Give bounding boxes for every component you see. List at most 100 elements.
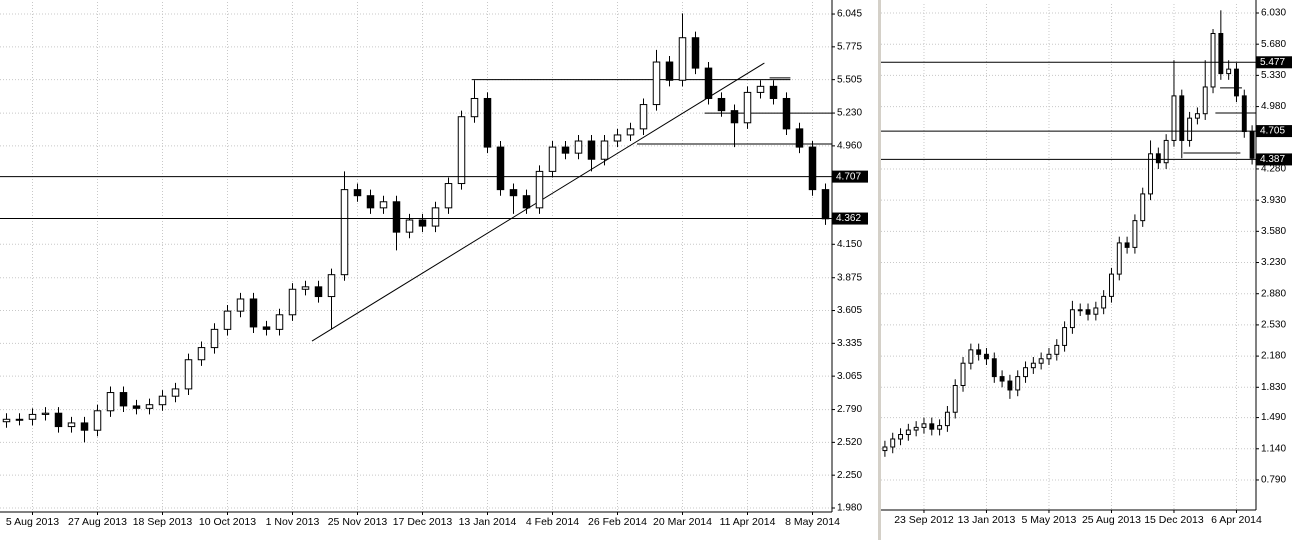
candle-body <box>1202 86 1208 115</box>
candle-body <box>1226 68 1232 75</box>
candle-body <box>952 385 958 413</box>
candle-body <box>1069 309 1075 329</box>
candle-body <box>1249 131 1255 159</box>
candle-body <box>1241 95 1247 133</box>
candle-body <box>968 349 974 364</box>
candle-body <box>1077 309 1083 312</box>
candle-body <box>1187 117 1193 141</box>
candle-body <box>795 128 804 148</box>
price-label: 4.707 <box>836 171 861 182</box>
x-tick-label: 18 Sep 2013 <box>133 516 193 528</box>
candle-body <box>756 85 765 93</box>
candle-body <box>960 362 966 387</box>
x-tick-label: 5 May 2013 <box>1022 514 1077 526</box>
candle-body <box>301 286 310 290</box>
x-tick-label: 20 Mar 2014 <box>653 516 712 528</box>
candle-body <box>1194 113 1200 119</box>
candle-body <box>1109 273 1114 297</box>
candle-body <box>54 412 63 428</box>
candle-body <box>93 410 102 431</box>
x-tick-label: 27 Aug 2013 <box>68 516 127 528</box>
candle-body <box>236 298 245 312</box>
candle-body <box>1062 327 1068 346</box>
y-tick-label: 5.505 <box>837 74 862 85</box>
candle-body <box>613 134 622 142</box>
candle-body <box>2 418 11 423</box>
candle-body <box>808 146 817 191</box>
x-tick-label: 25 Aug 2013 <box>1082 514 1141 526</box>
candle-body <box>509 189 518 197</box>
candle-body <box>704 67 713 99</box>
y-tick-label: 3.605 <box>837 305 862 316</box>
panel-separator <box>878 0 881 540</box>
candle-body <box>1163 139 1169 164</box>
candle-body <box>1132 220 1138 248</box>
y-tick-label: 2.520 <box>837 437 862 448</box>
candle-body <box>535 170 544 209</box>
x-tick-label: 4 Feb 2014 <box>526 516 579 528</box>
price-label: 5.477 <box>1260 57 1285 68</box>
price-label-box <box>832 170 868 183</box>
y-tick-label: 1.980 <box>837 503 862 514</box>
x-tick-label: 5 Aug 2013 <box>6 516 59 528</box>
y-tick-label: 2.180 <box>1261 351 1286 362</box>
candle-body <box>976 349 982 355</box>
candle-body <box>106 392 115 412</box>
y-tick-label: 4.280 <box>1261 164 1286 175</box>
candle-body <box>1101 295 1107 309</box>
candle-body <box>769 85 778 99</box>
candle-body <box>392 201 401 233</box>
candle-body <box>944 411 950 427</box>
candle-body <box>80 422 89 431</box>
x-tick-label: 1 Nov 2013 <box>266 516 320 528</box>
candle-body <box>327 274 336 298</box>
candle-body <box>470 97 479 118</box>
x-tick-label: 10 Oct 2013 <box>199 516 256 528</box>
y-tick-label: 3.335 <box>837 338 862 349</box>
candle-body <box>882 446 888 452</box>
candle-body <box>984 353 989 360</box>
candle-body <box>1007 380 1013 391</box>
candle-body <box>1171 95 1177 141</box>
candle-body <box>314 286 323 298</box>
candle-body <box>249 298 258 328</box>
candle-body <box>1179 95 1185 141</box>
candle-body <box>665 61 674 81</box>
candle-body <box>28 413 37 420</box>
candle-body <box>444 183 453 209</box>
x-tick-label: 26 Feb 2014 <box>588 516 647 528</box>
x-tick-label: 15 Dec 2013 <box>1144 514 1204 526</box>
x-tick-label: 8 May 2014 <box>785 516 840 528</box>
candle-body <box>1210 32 1216 88</box>
candle-body <box>626 128 635 136</box>
y-tick-label: 2.790 <box>837 404 862 415</box>
y-tick-label: 3.065 <box>837 371 862 382</box>
y-tick-label: 2.530 <box>1261 320 1286 331</box>
candle-body <box>366 195 375 209</box>
candle-body <box>921 423 927 428</box>
candle-body <box>275 314 284 330</box>
x-tick-label: 13 Jan 2014 <box>459 516 517 528</box>
candle-body <box>574 140 583 154</box>
candle-body <box>1038 358 1044 364</box>
y-tick-label: 1.140 <box>1261 443 1286 454</box>
candle-body <box>821 189 830 220</box>
y-tick-label: 3.930 <box>1261 195 1286 206</box>
candle-body <box>158 395 167 406</box>
candle-body <box>41 412 50 415</box>
candle-body <box>379 201 388 209</box>
price-label-box <box>1256 56 1292 69</box>
candle-body <box>561 146 570 154</box>
y-tick-label: 1.490 <box>1261 412 1286 423</box>
y-tick-label: 3.230 <box>1261 257 1286 268</box>
price-label: 4.362 <box>836 213 861 224</box>
candle-body <box>119 392 128 407</box>
candle-body <box>522 195 531 209</box>
candle-body <box>1234 68 1239 97</box>
candle-body <box>496 146 505 191</box>
x-tick-label: 6 Apr 2014 <box>1211 514 1262 526</box>
candle-body <box>587 140 596 160</box>
candle-body <box>1124 242 1130 248</box>
